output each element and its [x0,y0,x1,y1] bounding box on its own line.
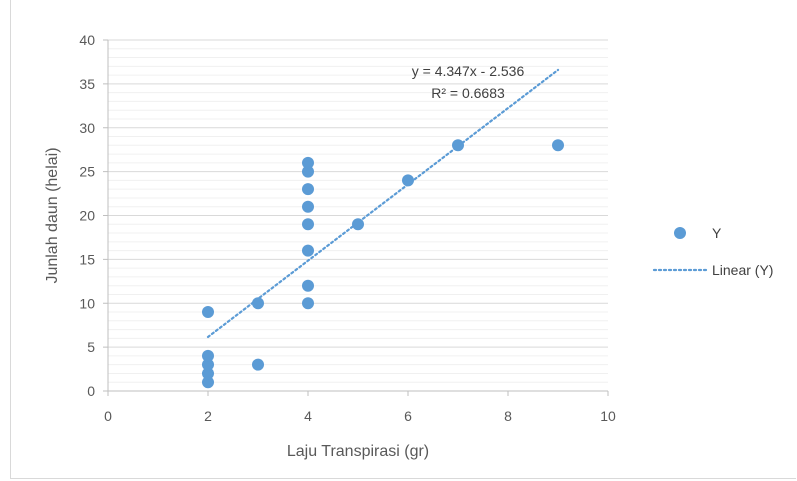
x-tick-label: 10 [600,408,616,424]
trendline-r-squared: R² = 0.6683 [431,85,505,101]
data-point [302,244,314,257]
data-point [302,218,314,231]
data-point [302,165,314,178]
y-axis-title: Junlah daun (helai) [44,147,61,283]
data-point [202,358,214,371]
legend-marker-y [674,227,686,239]
y-tick-label: 0 [87,383,95,399]
y-tick-label: 40 [79,32,95,48]
x-tick-labels: 0 2 4 6 8 10 [104,408,616,424]
x-tick-label: 6 [404,408,412,424]
data-point [302,297,314,310]
y-tick-label: 25 [79,164,95,180]
data-point [302,156,314,169]
y-tick-label: 5 [87,339,95,355]
scatter-chart: 0 5 10 15 20 25 30 35 40 0 2 4 6 8 10 y = 4.347x - 2.… [44,32,773,460]
data-point [302,183,314,196]
legend-label-linear: Linear (Y) [712,262,773,278]
data-point [352,218,364,231]
y-tick-label: 35 [79,76,95,92]
data-point [202,306,214,319]
y-tick-label: 30 [79,120,95,136]
data-point [552,139,564,152]
data-point [252,358,264,371]
x-tick-label: 8 [504,408,512,424]
trendline-group [206,68,560,339]
data-point [302,200,314,213]
data-point [402,174,414,187]
x-tick-label: 2 [204,408,212,424]
data-point [452,139,464,152]
legend: Y Linear (Y) [652,225,773,278]
y-tick-label: 15 [79,251,95,267]
data-points [202,139,564,389]
y-tick-label: 10 [79,295,95,311]
chart-area: 0 5 10 15 20 25 30 35 40 0 2 4 6 8 10 y = 4.347x - 2.… [10,0,796,479]
x-axis-title: Laju Transpirasi (gr) [287,443,429,460]
gridlines [108,39,608,383]
x-tick-label: 0 [104,408,112,424]
data-point [302,279,314,292]
x-tick-label: 4 [304,408,312,424]
trendline [206,68,560,339]
data-point [202,376,214,389]
trendline-equation: y = 4.347x - 2.536 [412,63,525,79]
y-tick-label: 20 [79,208,95,224]
legend-label-y: Y [712,225,722,241]
axes [103,39,609,396]
data-point [202,367,214,380]
y-tick-labels: 0 5 10 15 20 25 30 35 40 [79,32,95,399]
data-point [202,349,214,362]
data-point [252,297,264,310]
